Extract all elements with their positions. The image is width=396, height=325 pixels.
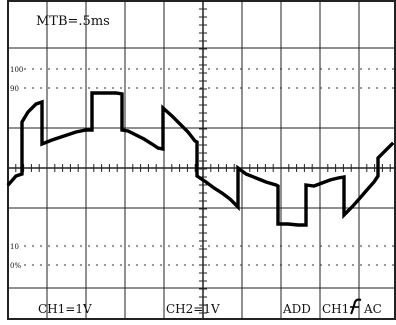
horizontal-axis-ticks [7, 164, 391, 172]
marker-0-label: 0% [10, 262, 21, 270]
marker-90-label: 90 [10, 85, 19, 93]
graticule-vertical-lines [46, 1, 360, 319]
timebase-label: MTB=.5ms [36, 14, 110, 29]
ch2-sensitivity-label: CH2=1V [166, 302, 220, 316]
add-mode-label: ADD [282, 302, 311, 316]
marker-100-label: 100 [10, 66, 23, 74]
waveform-trace [6, 91, 395, 227]
ch1-sensitivity-label: CH1=1V [38, 302, 92, 316]
vertical-axis-ticks [199, 0, 207, 314]
marker-10-label: 10 [10, 243, 19, 251]
risetime-reference-lines [24, 68, 395, 266]
graticule-horizontal-lines [8, 47, 395, 289]
coupling-label: AC [363, 302, 382, 316]
rising-edge-trigger-icon [350, 298, 362, 315]
trigger-channel-label: CH1 [322, 302, 349, 316]
center-axes [7, 0, 395, 319]
